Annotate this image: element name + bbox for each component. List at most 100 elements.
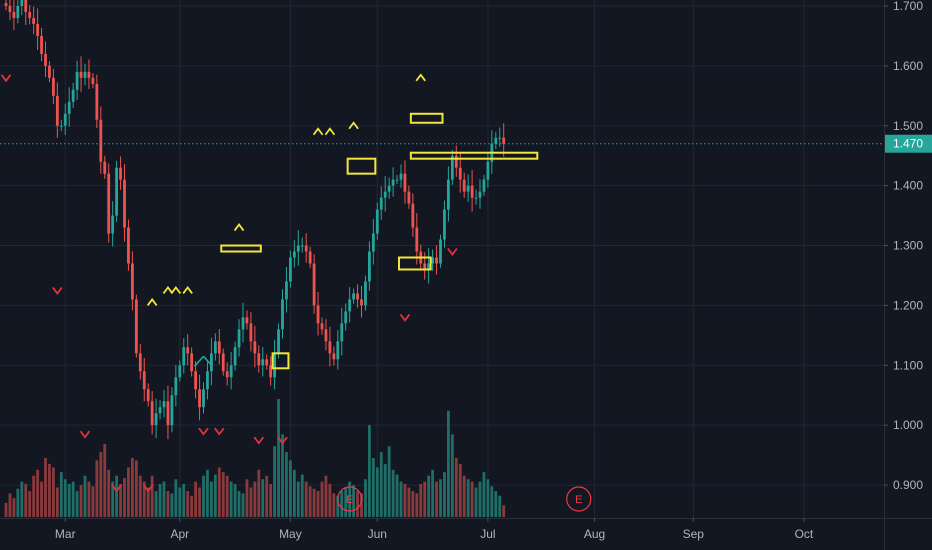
candle-body [182, 347, 186, 366]
volume-bar [431, 469, 434, 517]
candle-body [48, 65, 51, 78]
volume-bar [52, 467, 55, 517]
candle-body [273, 353, 276, 378]
volume-bar [292, 469, 296, 517]
candle [304, 233, 308, 263]
volume-bar [127, 467, 130, 517]
volume-bar [134, 460, 138, 517]
volume-bar [364, 479, 367, 517]
earnings-circle [337, 486, 363, 512]
candle [237, 319, 241, 357]
candle [178, 360, 182, 382]
candle-body [178, 365, 182, 378]
candle [63, 103, 67, 135]
candle [300, 237, 304, 253]
volume-bar [308, 486, 312, 517]
candle-body [411, 203, 415, 228]
candle-body [229, 365, 233, 378]
candle [134, 294, 138, 358]
candle [352, 288, 355, 304]
volume-bar [158, 483, 162, 517]
candle-body [285, 281, 288, 300]
x-tick-label: Oct [795, 527, 814, 541]
earnings-label: E [575, 494, 582, 506]
candle-body [494, 137, 498, 144]
candle [233, 341, 237, 371]
volume-bars [4, 399, 506, 517]
earnings-marker[interactable]: E [337, 486, 363, 512]
y-tick-label: 1.600 [893, 59, 923, 73]
candle [213, 333, 217, 361]
candle-body [368, 251, 371, 282]
x-tick-label: Mar [55, 527, 76, 541]
down-signal-marker [142, 484, 154, 493]
up-signal-marker [170, 285, 182, 294]
up-signal-marker [162, 285, 174, 294]
candle [190, 347, 194, 377]
y-tick-label: 1.200 [893, 298, 923, 312]
candle [95, 74, 99, 128]
candle-body [474, 197, 478, 199]
volume-bar [12, 498, 16, 517]
candle [391, 167, 395, 197]
candle-body [383, 191, 387, 198]
volume-bar [277, 399, 280, 517]
highlight-box [398, 256, 432, 271]
candle [16, 0, 20, 24]
volume-bar [99, 452, 103, 517]
candle-body [134, 299, 138, 354]
volume-bar [253, 481, 257, 517]
up-signal-marker [182, 285, 193, 294]
candle [431, 249, 434, 271]
volume-bar [91, 486, 95, 517]
down-signal-marker [198, 427, 209, 436]
volume-bar [71, 481, 75, 517]
candle [415, 213, 419, 265]
volume-bar [44, 458, 47, 517]
candle-body [371, 233, 375, 252]
candle-body [142, 371, 146, 390]
candle [308, 246, 312, 268]
candle [379, 186, 383, 220]
candle-body [257, 353, 261, 366]
candle-body [52, 77, 55, 96]
candle-body [332, 353, 336, 360]
candle-body [462, 179, 466, 192]
candle [198, 374, 201, 421]
candle [142, 357, 146, 402]
highlight-box [271, 352, 290, 370]
candle [502, 123, 506, 157]
candle [482, 174, 486, 196]
candle [210, 337, 213, 386]
candle [99, 106, 103, 174]
candle [115, 160, 118, 222]
volume-bar [427, 475, 431, 517]
candle [138, 344, 142, 380]
candle [312, 254, 316, 314]
candles [4, 0, 506, 440]
volume-bar [407, 487, 411, 517]
candle [296, 229, 300, 266]
candle [498, 127, 502, 147]
candle-body [166, 401, 170, 426]
volume-bar [269, 483, 273, 517]
candle [332, 346, 336, 366]
volume-bar [462, 475, 466, 517]
candle [336, 330, 340, 370]
volume-bar [245, 479, 249, 517]
volume-bar [352, 485, 355, 517]
candle [174, 364, 178, 407]
candle-body [348, 299, 352, 312]
candle-body [221, 353, 225, 372]
earnings-marker[interactable]: E [566, 486, 592, 512]
down-signal-marker [253, 436, 265, 445]
volume-bar [502, 505, 506, 517]
candle [36, 8, 39, 50]
down-signal-marker [399, 313, 411, 322]
volume-bar [368, 424, 371, 517]
volume-bar [55, 487, 59, 517]
candle-body [439, 239, 442, 264]
candle [328, 326, 332, 367]
